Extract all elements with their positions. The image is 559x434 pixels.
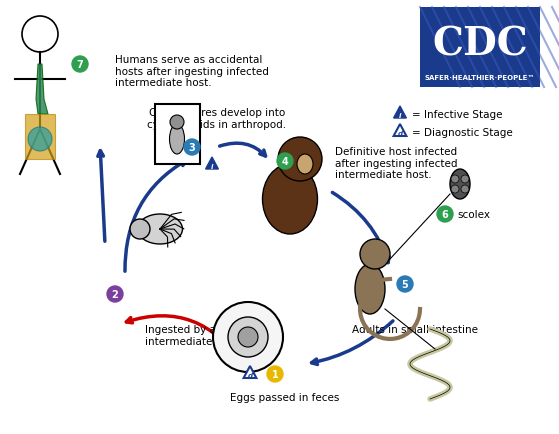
Text: Adults in small intestine: Adults in small intestine — [352, 324, 478, 334]
Circle shape — [28, 128, 52, 151]
Circle shape — [184, 140, 200, 156]
Circle shape — [130, 220, 150, 240]
Circle shape — [170, 116, 184, 130]
Text: 5: 5 — [401, 279, 409, 289]
Circle shape — [461, 186, 469, 194]
Circle shape — [277, 154, 293, 170]
Text: i: i — [211, 164, 213, 170]
Ellipse shape — [297, 155, 313, 174]
Circle shape — [72, 57, 88, 73]
Ellipse shape — [450, 170, 470, 200]
Ellipse shape — [355, 264, 385, 314]
Polygon shape — [244, 366, 257, 378]
Text: Ingested by an arthropod
intermediate host.: Ingested by an arthropod intermediate ho… — [145, 324, 277, 346]
Text: 1: 1 — [272, 369, 278, 379]
Circle shape — [397, 276, 413, 293]
FancyBboxPatch shape — [155, 105, 200, 164]
Text: CDC: CDC — [432, 25, 528, 63]
Circle shape — [461, 176, 469, 184]
Ellipse shape — [169, 125, 184, 155]
Text: Definitive host infected
after ingesting infected
intermediate host.: Definitive host infected after ingesting… — [335, 147, 457, 180]
Circle shape — [213, 302, 283, 372]
Circle shape — [451, 176, 459, 184]
Circle shape — [267, 366, 283, 382]
Text: 6: 6 — [442, 210, 448, 220]
Polygon shape — [206, 158, 219, 170]
Text: = Infective Stage: = Infective Stage — [412, 110, 503, 120]
Polygon shape — [36, 65, 48, 115]
Text: d: d — [397, 131, 402, 137]
FancyBboxPatch shape — [420, 8, 540, 88]
Circle shape — [228, 317, 268, 357]
Polygon shape — [394, 107, 406, 119]
Text: SAFER·HEALTHIER·PEOPLE™: SAFER·HEALTHIER·PEOPLE™ — [425, 75, 535, 81]
Text: Oncospheres develop into
cysticercoids in arthropod.: Oncospheres develop into cysticercoids i… — [148, 108, 287, 129]
Circle shape — [451, 186, 459, 194]
Text: Humans serve as accidental
hosts after ingesting infected
intermediate host.: Humans serve as accidental hosts after i… — [115, 55, 269, 88]
Text: scolex: scolex — [457, 210, 490, 220]
Circle shape — [437, 207, 453, 223]
Text: 2: 2 — [112, 289, 119, 299]
Circle shape — [278, 138, 322, 181]
Text: Eggs passed in feces: Eggs passed in feces — [230, 392, 340, 402]
Ellipse shape — [263, 164, 318, 234]
Text: = Diagnostic Stage: = Diagnostic Stage — [412, 128, 513, 138]
Text: 4: 4 — [282, 157, 288, 167]
Text: i: i — [399, 113, 401, 119]
Circle shape — [107, 286, 123, 302]
Text: 3: 3 — [188, 143, 196, 153]
Polygon shape — [394, 125, 406, 137]
Ellipse shape — [138, 214, 182, 244]
Text: d: d — [248, 372, 253, 378]
Circle shape — [238, 327, 258, 347]
Polygon shape — [25, 115, 55, 160]
Text: 7: 7 — [77, 60, 83, 70]
Circle shape — [360, 240, 390, 270]
